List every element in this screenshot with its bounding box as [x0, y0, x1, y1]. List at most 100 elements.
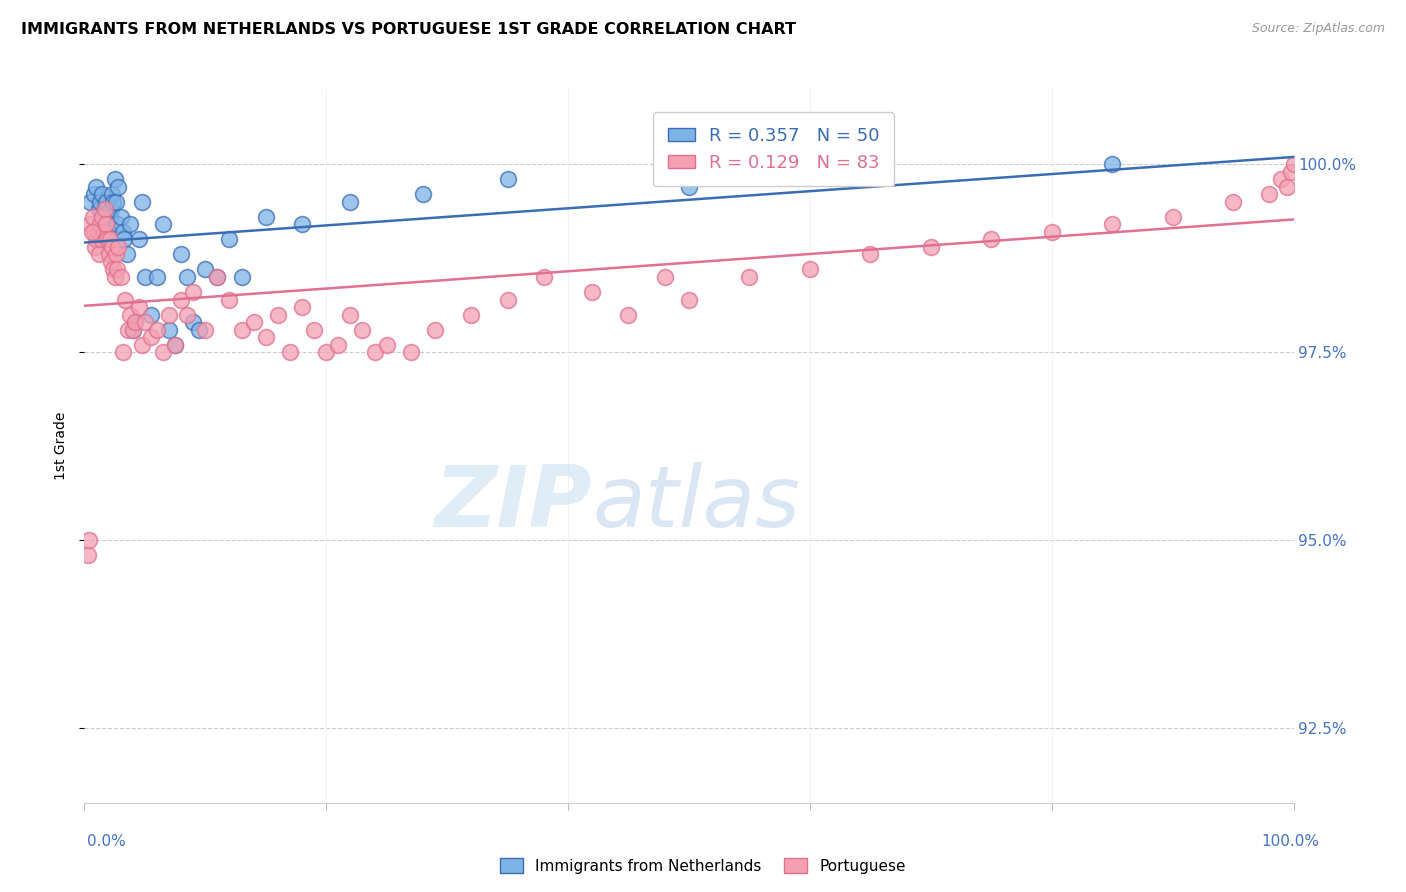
Point — [139, 308, 162, 322]
Point — [87, 247, 110, 261]
Point — [165, 337, 187, 351]
Text: Source: ZipAtlas.com: Source: ZipAtlas.com — [1251, 22, 1385, 36]
Point — [1258, 187, 1281, 202]
Point — [77, 548, 100, 562]
Point — [96, 232, 118, 246]
Point — [103, 194, 125, 209]
Point — [291, 218, 314, 232]
Point — [207, 270, 229, 285]
Point — [93, 210, 115, 224]
Point — [375, 337, 398, 351]
Point — [90, 232, 112, 246]
Point — [152, 218, 174, 232]
Point — [617, 308, 640, 322]
Point — [101, 187, 124, 202]
Point — [218, 293, 240, 307]
Point — [100, 202, 122, 217]
Text: ZIP: ZIP — [434, 461, 592, 545]
Point — [97, 225, 120, 239]
Point — [131, 337, 153, 351]
Point — [91, 210, 114, 224]
Point — [120, 218, 142, 232]
Point — [1222, 194, 1244, 209]
Point — [302, 322, 325, 336]
Point — [134, 315, 156, 329]
Text: 100.0%: 100.0% — [1261, 834, 1319, 849]
Point — [87, 202, 110, 217]
Point — [124, 315, 146, 329]
Point — [146, 322, 169, 336]
Point — [242, 315, 264, 329]
Point — [339, 308, 361, 322]
Point — [96, 218, 118, 232]
Point — [1279, 165, 1302, 179]
Point — [104, 194, 127, 209]
Point — [496, 172, 519, 186]
Point — [86, 225, 108, 239]
Point — [231, 322, 253, 336]
Point — [188, 322, 211, 336]
Point — [107, 179, 129, 194]
Point — [352, 322, 374, 336]
Point — [134, 270, 156, 285]
Point — [82, 210, 104, 224]
Point — [100, 255, 122, 269]
Point — [83, 187, 105, 202]
Point — [278, 345, 301, 359]
Point — [104, 270, 127, 285]
Point — [194, 262, 217, 277]
Point — [94, 194, 117, 209]
Point — [146, 270, 169, 285]
Point — [363, 345, 385, 359]
Point — [105, 262, 128, 277]
Point — [207, 270, 229, 285]
Point — [738, 270, 761, 285]
Point — [110, 210, 132, 224]
Point — [423, 322, 446, 336]
Point — [194, 322, 217, 336]
Point — [799, 262, 821, 277]
Point — [654, 270, 676, 285]
Point — [678, 293, 700, 307]
Point — [77, 533, 100, 547]
Point — [105, 218, 128, 232]
Point — [1040, 225, 1063, 239]
Point — [117, 322, 139, 336]
Point — [176, 308, 198, 322]
Point — [181, 315, 204, 329]
Point — [121, 322, 143, 336]
Point — [104, 172, 127, 186]
Point — [91, 187, 114, 202]
Point — [89, 218, 111, 232]
Point — [98, 210, 121, 224]
Point — [112, 345, 135, 359]
Point — [98, 232, 121, 246]
Point — [139, 330, 162, 344]
Point — [115, 247, 138, 261]
Point — [920, 240, 942, 254]
Point — [1270, 172, 1292, 186]
Y-axis label: 1st Grade: 1st Grade — [55, 412, 69, 480]
Point — [399, 345, 422, 359]
Point — [1161, 210, 1184, 224]
Point — [94, 218, 117, 232]
Point — [110, 270, 132, 285]
Point — [231, 270, 253, 285]
Point — [496, 293, 519, 307]
Point — [80, 225, 103, 239]
Point — [412, 187, 434, 202]
Point — [93, 225, 115, 239]
Point — [859, 247, 882, 261]
Point — [83, 225, 105, 239]
Point — [1101, 218, 1123, 232]
Text: 0.0%: 0.0% — [87, 834, 127, 849]
Point — [533, 270, 555, 285]
Point — [157, 322, 180, 336]
Point — [1277, 179, 1299, 194]
Point — [101, 240, 124, 254]
Point — [165, 337, 187, 351]
Point — [128, 232, 150, 246]
Point — [1282, 157, 1305, 171]
Point — [97, 247, 120, 261]
Point — [460, 308, 482, 322]
